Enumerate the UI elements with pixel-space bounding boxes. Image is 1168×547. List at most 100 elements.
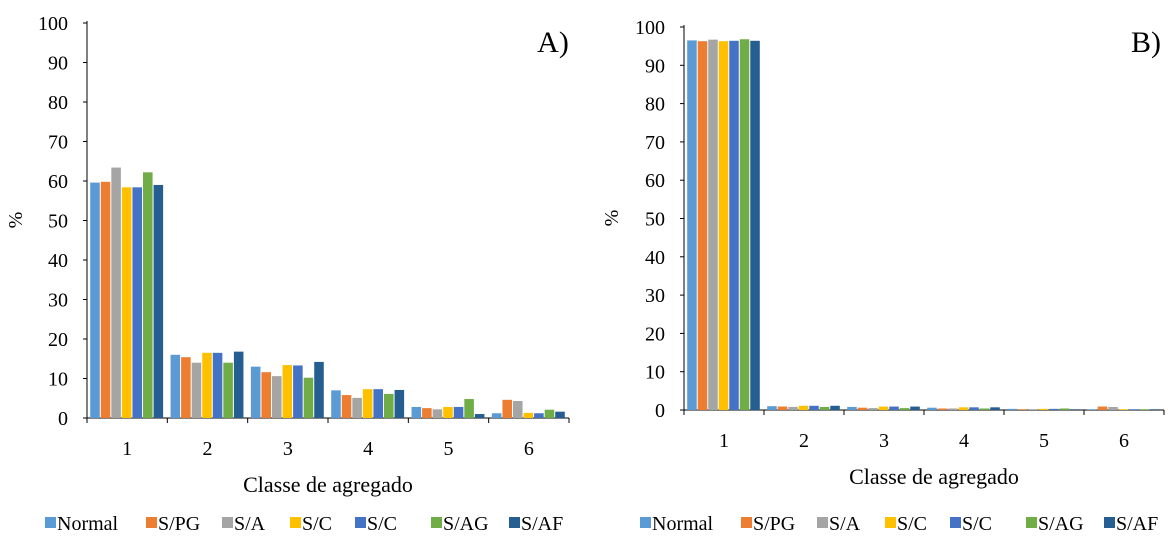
panel-b-bar-normal-4 — [927, 407, 937, 410]
panel-b-bar-s-c-3 — [878, 406, 889, 410]
panel-a-bar-s-a-2 — [191, 362, 202, 418]
panel-a-bar-s-af-5 — [474, 414, 485, 418]
panel-b-bar-s-c-3 — [889, 406, 899, 410]
panel-a-bar-s-ag-6 — [544, 409, 555, 418]
panel-b-legend-swatch — [950, 517, 961, 528]
panel-b-bar-s-pg-1 — [697, 41, 708, 411]
panel-a-bar-s-c-3 — [293, 365, 303, 418]
panel-b-y-tick-label: 10 — [645, 362, 665, 384]
panel-b-bar-s-pg-2 — [777, 406, 788, 410]
panel-b-bar-s-pg-5 — [1017, 409, 1028, 410]
panel-a-legend-label: S/AF — [521, 513, 563, 535]
panel-b-legend-label: S/C — [962, 513, 992, 535]
panel-a-bar-s-c-2 — [212, 352, 223, 418]
panel-b-legend-label: S/A — [829, 513, 861, 535]
panel-a-bar-s-af-3 — [314, 361, 324, 418]
panel-a-bar-s-pg-2 — [181, 357, 191, 418]
panel-b-bar-s-ag-6 — [1139, 409, 1150, 410]
panel-b-bar-normal-2 — [767, 406, 777, 410]
panel-a-bar-normal-2 — [170, 354, 181, 418]
panel-b-bar-s-c-4 — [969, 407, 979, 410]
panel-b-y-tick-label: 30 — [645, 285, 665, 307]
panel-b-bar-s-c-5 — [1038, 408, 1049, 410]
panel-b-x-tick-label: 1 — [719, 430, 729, 452]
panel-b-bar-normal-6 — [1087, 409, 1097, 410]
panel-a-bar-s-ag-5 — [464, 399, 474, 418]
panel-b-bar-s-ag-2 — [819, 406, 830, 410]
panel-a-x-tick-label: 3 — [283, 438, 293, 460]
panel-a-y-tick-label: 100 — [38, 13, 68, 35]
panel-b-bar-normal-3 — [847, 406, 857, 410]
panel-b-bar-s-ag-1 — [739, 39, 750, 410]
panel-b-x-tick-label: 6 — [1119, 430, 1129, 452]
panel-b-bar-s-a-5 — [1028, 409, 1038, 410]
panel-a-x-tick-label: 1 — [122, 438, 132, 460]
panel-b-x-axis-title: Classe de agregado — [849, 464, 1019, 489]
panel-b-legend-label: S/AF — [1116, 513, 1158, 535]
panel-a-bar-s-a-3 — [271, 376, 282, 418]
panel-a-bar-s-c-5 — [453, 406, 464, 418]
panel-b-y-tick-label: 20 — [645, 323, 665, 345]
panel-a-legend-swatch — [355, 517, 366, 528]
panel-a-bar-s-c-4 — [362, 389, 373, 418]
panel-a-bar-s-c-3 — [282, 365, 293, 418]
panel-a-x-axis-title: Classe de agregado — [243, 472, 413, 497]
panel-b-bar-s-c-2 — [798, 405, 809, 410]
panel-a-label: A) — [537, 26, 569, 59]
panel-a-y-tick-label: 50 — [48, 211, 68, 233]
panel-b-y-tick-label: 70 — [645, 132, 665, 154]
panel-a-legend-label: S/PG — [158, 513, 200, 535]
panel-a-bar-s-af-6 — [555, 411, 565, 418]
panel-b-bar-s-c-1 — [718, 41, 729, 411]
panel-b-legend-swatch — [1026, 517, 1037, 528]
panel-a-y-tick-label: 0 — [58, 408, 68, 430]
panel-b-bar-s-af-4 — [990, 407, 1000, 410]
panel-a-y-tick-label: 40 — [48, 250, 68, 272]
panel-a-bar-s-ag-1 — [143, 172, 153, 418]
panel-b-bar-s-ag-5 — [1059, 408, 1070, 410]
panel-a-bar-s-pg-5 — [422, 408, 432, 418]
panel-a-y-tick-label: 20 — [48, 329, 68, 351]
panel-b-bar-s-ag-4 — [979, 408, 990, 410]
panel-b-x-tick-label: 5 — [1039, 430, 1049, 452]
panel-b-bar-s-af-2 — [830, 405, 840, 410]
panel-a-y-tick-label: 80 — [48, 92, 68, 114]
panel-b-bar-s-af-6 — [1150, 409, 1160, 410]
panel-b-bar-s-af-3 — [910, 406, 920, 410]
panel-b-legend-swatch — [1104, 517, 1115, 528]
panel-b-legend-swatch — [741, 517, 752, 528]
panel-a-x-tick-label: 5 — [444, 438, 454, 460]
panel-a-x-tick-label: 2 — [203, 438, 213, 460]
panel-b-y-tick-label: 40 — [645, 247, 665, 269]
panel-b-y-tick-label: 50 — [645, 209, 665, 231]
panel-a-bar-s-c-6 — [523, 412, 534, 418]
panel-b-legend-label: S/PG — [753, 513, 795, 535]
panel-a-bar-normal-4 — [331, 390, 341, 418]
panel-b-label: B) — [1131, 26, 1161, 59]
panel-b-x-tick-label: 4 — [959, 430, 969, 452]
panel-b-y-tick-label: 100 — [635, 17, 665, 39]
panel-b-bar-s-a-3 — [868, 408, 878, 410]
panel-b-bar-s-ag-3 — [899, 408, 910, 410]
panel-a-y-axis-title: % — [5, 212, 27, 229]
panel-b-bar-s-c-6 — [1118, 409, 1129, 410]
panel-b-y-tick-label: 80 — [645, 94, 665, 116]
panel-a-bar-s-af-4 — [394, 389, 405, 418]
panel-b-bar-s-c-6 — [1129, 409, 1139, 410]
panel-b-bar-s-a-2 — [788, 406, 798, 410]
panel-a-bar-s-ag-4 — [384, 393, 394, 418]
panel-b-bar-s-c-1 — [729, 40, 739, 411]
panel-b-x-tick-label: 2 — [799, 430, 809, 452]
panel-a-bar-s-pg-6 — [502, 399, 512, 418]
panel-b-legend-swatch — [640, 517, 651, 528]
panel-a-bar-normal-3 — [250, 366, 261, 418]
panel-a-bar-s-a-6 — [512, 401, 523, 418]
panel-a-bar-s-c-6 — [534, 413, 544, 418]
panel-a-bar-s-pg-3 — [261, 372, 271, 418]
panel-b-bar-s-c-5 — [1049, 408, 1059, 410]
panel-a-legend-swatch — [290, 517, 301, 528]
panel-b-bar-s-pg-6 — [1097, 406, 1108, 410]
panel-a-y-tick-label: 30 — [48, 290, 68, 312]
